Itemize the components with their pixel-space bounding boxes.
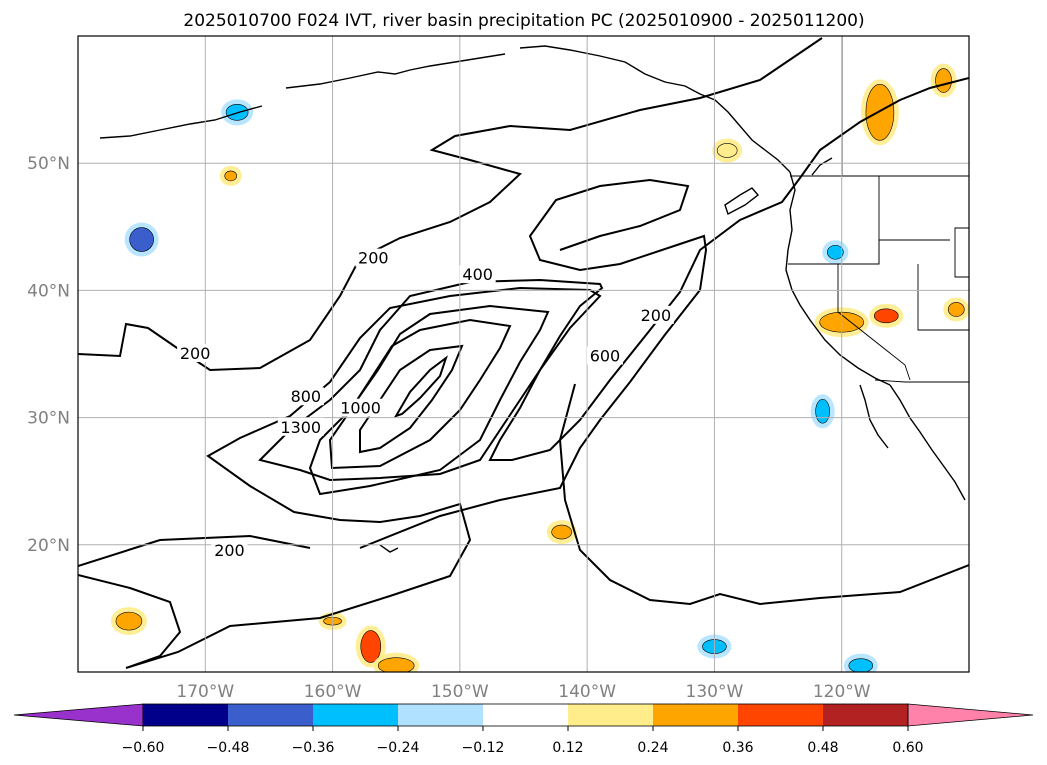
colorbar-segment xyxy=(653,704,738,726)
precip-blob xyxy=(815,398,830,424)
latitude-label: 50°N xyxy=(27,154,70,174)
contour-label: 1300 xyxy=(277,417,324,437)
latitude-label: 20°N xyxy=(27,536,70,556)
contour-label: 200 xyxy=(637,305,674,325)
map-frame xyxy=(77,35,970,673)
ivt-contours xyxy=(78,37,969,669)
colorbar-tick-label: −0.48 xyxy=(207,740,250,756)
precip-blob xyxy=(360,630,382,663)
longitude-label: 170°W xyxy=(176,682,234,702)
contour-label: 200 xyxy=(211,541,248,560)
longitude-label: 160°W xyxy=(304,682,362,702)
svg-text:200: 200 xyxy=(180,344,211,363)
svg-text:200: 200 xyxy=(214,541,245,560)
colorbar-segment xyxy=(398,704,483,726)
colorbar-tick-label: −0.24 xyxy=(377,740,420,756)
contour-label: 400 xyxy=(459,265,496,284)
svg-text:600: 600 xyxy=(590,347,621,366)
colorbar-segment xyxy=(313,704,398,726)
svg-text:200: 200 xyxy=(641,306,672,325)
colorbar-segment xyxy=(568,704,653,726)
precip-blob xyxy=(865,84,895,141)
precip-blob xyxy=(873,308,899,324)
latitude-tick-labels: 50°N 40°N 30°N 20°N xyxy=(27,154,70,556)
colorbar-extend-high xyxy=(907,703,1034,727)
ivt-contour-labels: 200 200 200 200 400 600 800 1000 1300 xyxy=(177,248,674,560)
colorbar-tick-label: 0.36 xyxy=(722,740,753,756)
political-borders xyxy=(788,36,969,383)
ivt-contour-200-east xyxy=(558,383,969,606)
coastlines xyxy=(99,45,966,553)
precip-blob xyxy=(129,227,154,252)
precip-blob xyxy=(827,244,844,260)
svg-text:200: 200 xyxy=(358,249,389,268)
colorbar-tick-label: 0.60 xyxy=(892,740,923,756)
colorbar-tick-label: 0.48 xyxy=(807,740,838,756)
precip-blob xyxy=(224,170,238,182)
contour-label: 200 xyxy=(177,344,214,363)
colorbar-tick-label: 0.12 xyxy=(552,740,583,756)
precip-blob xyxy=(551,524,572,540)
ivt-contour-200-north xyxy=(78,37,823,372)
colorbar: −0.60 −0.48 −0.36 −0.24 −0.12 0.12 0.24 0.36 0.4… xyxy=(13,703,1034,756)
colorbar-tick-label: −0.12 xyxy=(462,740,505,756)
precip-blob xyxy=(935,68,952,93)
colorbar-tick-label: 0.24 xyxy=(637,740,668,756)
map-title: 2025010700 F024 IVT, river basin precipi… xyxy=(183,11,864,31)
latitude-label: 30°N xyxy=(27,409,70,429)
colorbar-segment xyxy=(143,704,228,726)
precip-blob xyxy=(115,611,143,631)
svg-text:1000: 1000 xyxy=(340,399,381,418)
longitude-label: 130°W xyxy=(686,682,744,702)
colorbar-segment xyxy=(823,704,908,726)
longitude-label: 140°W xyxy=(558,682,616,702)
map-panel[interactable]: 200 200 200 200 400 600 800 1000 1300 xyxy=(78,36,969,679)
svg-text:800: 800 xyxy=(291,387,322,406)
contour-label: 1000 xyxy=(337,398,384,418)
colorbar-segment xyxy=(738,704,823,726)
colorbar-segment xyxy=(228,704,313,726)
svg-text:400: 400 xyxy=(462,265,493,284)
map-gridlines xyxy=(78,36,969,672)
precip-blob xyxy=(848,658,874,672)
contour-label: 200 xyxy=(355,248,392,268)
longitude-label: 150°W xyxy=(431,682,489,702)
ivt-contour-200-south xyxy=(78,77,969,669)
colorbar-extend-low xyxy=(13,703,144,727)
precip-blob xyxy=(377,657,415,672)
precip-blob xyxy=(947,302,965,317)
svg-text:1300: 1300 xyxy=(280,418,321,437)
latitude-label: 40°N xyxy=(27,281,70,301)
longitude-label: 120°W xyxy=(813,682,871,702)
colorbar-segment xyxy=(483,704,568,726)
ivt-contour-1300 xyxy=(393,355,448,418)
contour-label: 600 xyxy=(586,346,623,366)
contour-label: 800 xyxy=(287,387,324,406)
colorbar-tick-label: −0.60 xyxy=(122,740,165,756)
colorbar-tick-label: −0.36 xyxy=(292,740,335,756)
ivt-contour-400 xyxy=(258,278,604,482)
longitude-tick-labels: 170°W 160°W 150°W 140°W 130°W 120°W xyxy=(176,682,870,702)
precip-blob xyxy=(716,143,738,158)
